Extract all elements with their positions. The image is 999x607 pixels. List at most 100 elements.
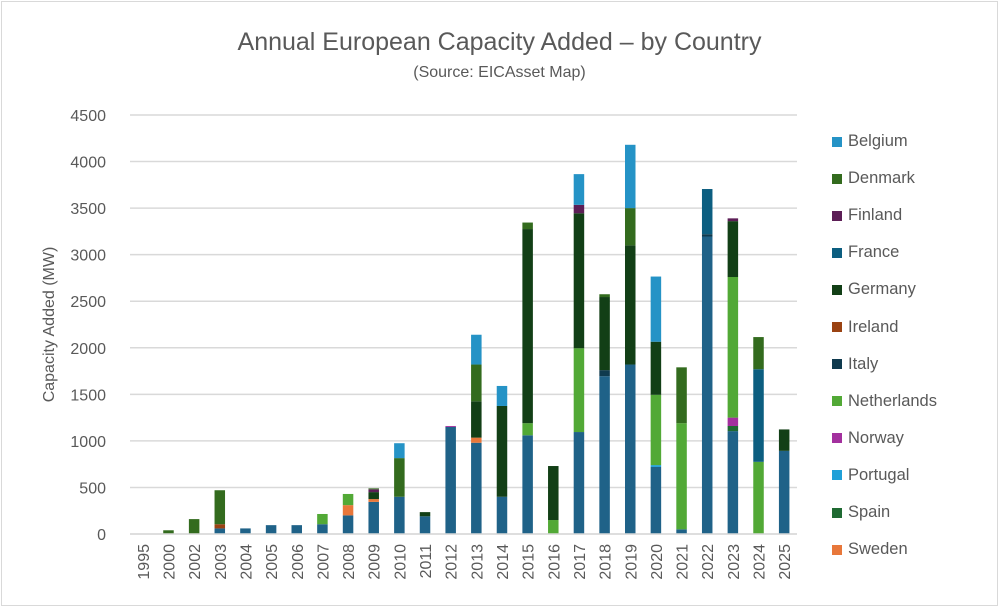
bar-segment-netherlands-2020 [650, 394, 662, 466]
bar-segment-series-0-2025 [778, 450, 790, 534]
bar-segment-belgium-2017 [573, 174, 585, 205]
legend-swatch [832, 359, 842, 370]
bar-segment-series-0-2005 [265, 525, 277, 534]
legend-swatch [832, 173, 842, 184]
y-tick-label: 4500 [70, 108, 106, 125]
legend-item-norway: Norway [832, 429, 904, 448]
legend-item-portugal: Portugal [832, 466, 909, 485]
bar-segment-denmark-2003 [214, 490, 226, 525]
x-tick-label: 2004 [238, 544, 255, 580]
legend-label: Germany [848, 280, 916, 299]
chart-title: Annual European Capacity Added – by Coun… [237, 28, 762, 56]
y-tick-label: 3000 [70, 248, 106, 265]
bar-segment-denmark-2024 [753, 337, 764, 370]
bar-segment-series-0-2004 [240, 528, 251, 534]
y-axis-title: Capacity Added (MW) [41, 247, 58, 403]
x-tick-label: 2018 [598, 544, 615, 580]
legend-swatch [832, 247, 842, 258]
chart-subtitle: (Source: EICAsset Map) [413, 64, 586, 81]
bar-segment-netherlands-2024 [753, 461, 764, 534]
bar-segment-italy-2018 [599, 370, 610, 377]
y-tick-label: 4000 [70, 155, 106, 172]
x-tick-label: 2025 [777, 544, 794, 580]
legend-swatch [832, 433, 842, 444]
x-tick-label: 2020 [649, 544, 666, 580]
x-tick-label: 2022 [700, 544, 717, 580]
bar-segment-sweden-2009 [368, 499, 379, 502]
y-tick-label: 0 [97, 527, 106, 544]
y-tick-label: 3500 [70, 201, 106, 218]
bar-segment-denmark-2010 [394, 458, 405, 497]
bar-segment-series-0-2007 [317, 524, 328, 534]
bar-segment-series-0-2009 [368, 501, 379, 534]
legend-swatch [832, 544, 842, 555]
bar-segment-france-2022 [701, 189, 713, 235]
legend-item-sweden: Sweden [832, 540, 908, 559]
bar-segment-germany-2020 [650, 341, 662, 395]
bar-segment-denmark-2013 [471, 364, 482, 402]
bar-segment-netherlands-2016 [548, 520, 559, 534]
x-tick-label: 2016 [546, 544, 563, 580]
y-tick-label: 500 [79, 480, 106, 497]
bar-segment-belgium-2019 [625, 144, 636, 209]
bar-segment-series-0-2003 [214, 528, 226, 534]
legend-item-ireland: Ireland [832, 318, 898, 337]
bar-segment-portugal-2020 [650, 465, 662, 467]
bar-segment-germany-2025 [778, 429, 790, 451]
bar-segment-series-0-2022 [701, 236, 713, 534]
bar-segment-finland-2017 [573, 204, 585, 214]
x-tick-label: 2017 [572, 544, 589, 580]
bar-segment-germany-2015 [522, 229, 533, 424]
x-tick-label: 2011 [418, 544, 435, 579]
legend-item-finland: Finland [832, 206, 902, 225]
bar-segment-series-0-2010 [394, 496, 405, 534]
bar-segment-belgium-2020 [650, 276, 662, 342]
bar-segment-series-0-2014 [496, 496, 508, 534]
legend-label: Finland [848, 206, 903, 225]
bar-segment-germany-2018 [599, 297, 610, 371]
bar-segment-italy-2022 [701, 234, 713, 237]
legend-item-germany: Germany [832, 280, 916, 299]
bar-segment-series-0-2019 [625, 364, 636, 534]
bar-segment-sweden-2008 [342, 505, 354, 516]
bar-segment-finland-2023 [727, 218, 739, 222]
bar-segment-series-0-2008 [342, 515, 354, 534]
legend-swatch [832, 470, 842, 481]
x-tick-label: 2002 [187, 544, 204, 580]
x-tick-label: 2000 [161, 544, 178, 580]
bar-segment-germany-2016 [548, 466, 559, 521]
bar-segment-belgium-2010 [394, 443, 405, 459]
x-tick-label: 2007 [315, 544, 332, 580]
bar-segment-sweden-2013 [471, 437, 482, 443]
bar-segment-series-0-2015 [522, 435, 533, 534]
x-tick-label: 1995 [136, 544, 153, 580]
bar-segment-netherlands-2017 [573, 348, 585, 433]
bar-segment-denmark-2018 [599, 294, 610, 298]
bar-segment-netherlands-2021 [676, 423, 687, 530]
bar-segment-series-0-2011 [419, 516, 431, 534]
legend-label: Italy [848, 354, 879, 373]
legend-swatch [832, 322, 842, 332]
x-tick-label: 2013 [469, 544, 486, 580]
legend-label: Norway [848, 428, 904, 447]
x-tick-label: 2019 [623, 544, 640, 580]
legend-item-netherlands: Netherlands [832, 392, 937, 411]
legend-item-spain: Spain [832, 503, 890, 522]
bar-segment-germany-2014 [496, 405, 508, 497]
legend-label: Spain [848, 503, 891, 521]
bar-segment-norway-2012 [445, 425, 456, 427]
legend-label: Belgium [848, 132, 908, 150]
legend-swatch [832, 136, 842, 147]
bar-segment-germany-2011 [419, 512, 431, 517]
bar-segment-netherlands-2007 [317, 513, 328, 525]
x-tick-label: 2024 [752, 544, 769, 580]
x-tick-label: 2009 [367, 544, 384, 580]
bar-segment-france-2024 [753, 369, 764, 462]
x-tick-label: 2010 [392, 544, 409, 580]
bar-segment-series-0-2018 [599, 376, 610, 534]
bar-segment-belgium-2014 [496, 385, 508, 406]
bar-segment-belgium-2013 [471, 334, 482, 365]
bar-segment-netherlands-2023 [727, 277, 739, 418]
x-tick-label: 2005 [264, 544, 281, 580]
x-tick-label: 2015 [521, 544, 538, 580]
